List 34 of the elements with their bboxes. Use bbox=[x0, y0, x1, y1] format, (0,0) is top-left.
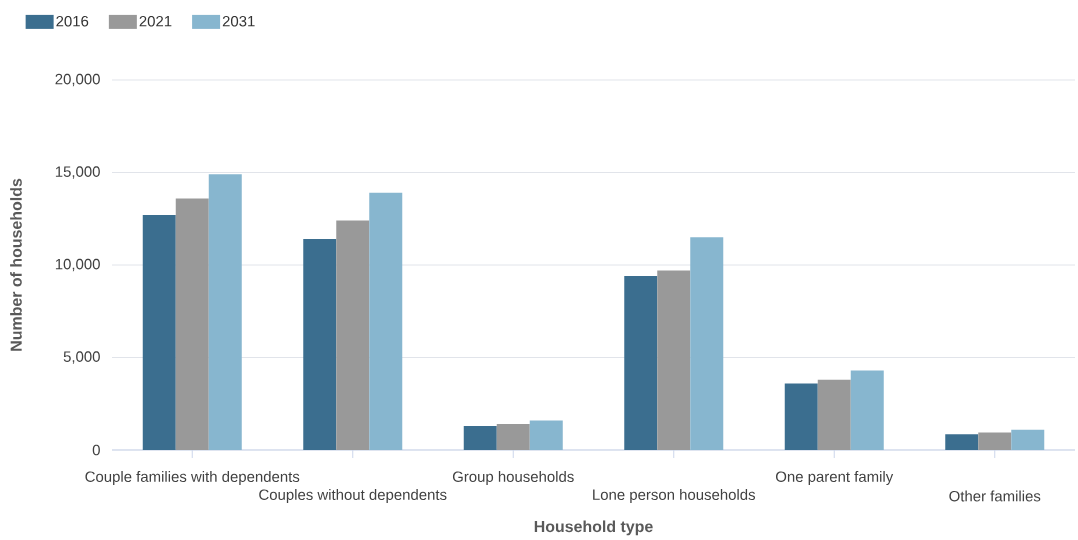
x-tick-label: Couple families with dependents bbox=[85, 471, 300, 485]
bar bbox=[336, 220, 370, 450]
bar bbox=[817, 379, 851, 450]
x-tick-label: Couples without dependents bbox=[259, 489, 447, 503]
legend-label: 2016 bbox=[56, 15, 89, 27]
bar bbox=[142, 215, 176, 450]
x-tick-label: Other families bbox=[949, 490, 1041, 502]
y-tick-label: 0 bbox=[92, 444, 100, 456]
x-axis-title: Household type bbox=[534, 520, 653, 536]
bar bbox=[784, 383, 818, 450]
bar bbox=[463, 425, 497, 450]
bar bbox=[657, 270, 691, 450]
y-tick-label: 20,000 bbox=[55, 73, 100, 87]
bar bbox=[690, 237, 724, 450]
bar bbox=[945, 434, 979, 450]
bar bbox=[529, 420, 563, 450]
y-tick-label: 10,000 bbox=[55, 258, 100, 272]
x-tick-label: Group households bbox=[452, 471, 574, 485]
x-tick-label: Lone person households bbox=[593, 489, 755, 503]
bar bbox=[850, 370, 884, 450]
y-axis-title: Number of households bbox=[10, 178, 22, 351]
bar bbox=[303, 239, 337, 450]
y-tick-label: 5,000 bbox=[63, 351, 100, 364]
bar bbox=[1011, 429, 1045, 450]
x-tick-label: One parent family bbox=[775, 471, 894, 485]
legend-label: 2021 bbox=[139, 15, 172, 27]
y-tick-label: 15,000 bbox=[55, 166, 100, 179]
bar bbox=[175, 198, 209, 450]
bar bbox=[978, 432, 1012, 450]
bar bbox=[496, 424, 530, 450]
bar bbox=[208, 174, 242, 450]
bar bbox=[624, 276, 658, 450]
bar bbox=[369, 192, 403, 450]
legend-label: 2031 bbox=[222, 15, 255, 27]
